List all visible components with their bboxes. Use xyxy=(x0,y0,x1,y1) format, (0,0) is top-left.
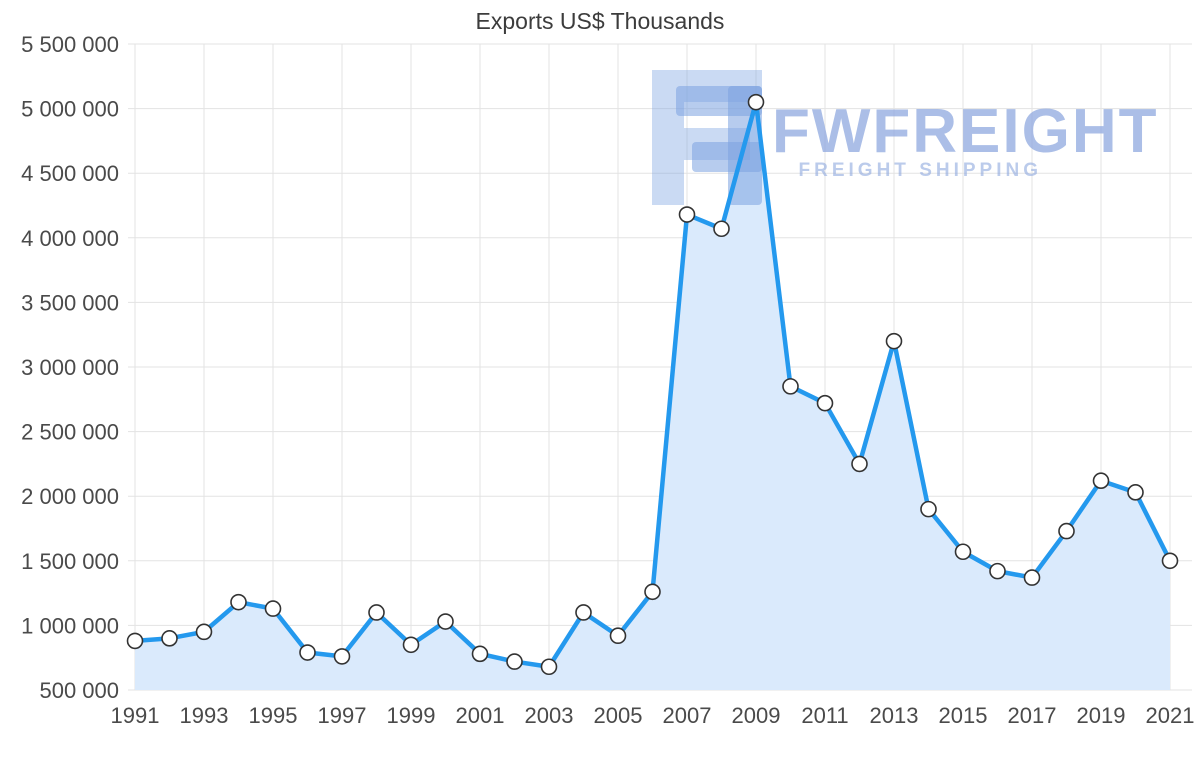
y-tick-label: 3 500 000 xyxy=(21,290,119,315)
data-point xyxy=(506,653,523,670)
data-point xyxy=(264,600,282,617)
y-tick-label: 5 500 000 xyxy=(21,32,119,57)
y-tick-label: 2 000 000 xyxy=(21,484,119,509)
data-point xyxy=(816,394,834,412)
data-point xyxy=(609,627,627,645)
data-point xyxy=(471,645,489,663)
y-tick-label: 4 500 000 xyxy=(21,161,119,186)
data-point xyxy=(575,604,592,621)
x-tick-label: 2013 xyxy=(870,703,919,728)
data-point xyxy=(1058,522,1075,540)
data-point xyxy=(1127,484,1144,501)
data-point xyxy=(368,604,385,621)
data-point xyxy=(1092,472,1110,489)
data-point xyxy=(851,455,868,473)
data-point xyxy=(195,623,213,641)
x-tick-label: 2001 xyxy=(456,703,505,728)
y-tick-label: 4 000 000 xyxy=(21,226,119,251)
brand-logo-front-icon xyxy=(676,86,762,116)
x-tick-label: 1995 xyxy=(249,703,298,728)
data-point xyxy=(782,378,799,395)
y-tick-label: 500 000 xyxy=(39,678,119,703)
y-tick-label: 1 000 000 xyxy=(21,613,119,638)
data-point xyxy=(1161,552,1179,570)
x-tick-label: 1999 xyxy=(387,703,436,728)
x-tick-label: 2007 xyxy=(663,703,712,728)
brand-name: FWFREIGHT xyxy=(772,97,1159,166)
data-point xyxy=(954,543,972,561)
chart-title: Exports US$ Thousands xyxy=(475,8,725,34)
data-point xyxy=(126,632,144,650)
x-tick-label: 2005 xyxy=(594,703,643,728)
data-point xyxy=(402,636,420,654)
data-point xyxy=(230,593,247,611)
x-tick-label: 2021 xyxy=(1146,703,1195,728)
data-point xyxy=(678,206,696,223)
data-point xyxy=(540,658,558,676)
data-point xyxy=(989,562,1006,580)
data-point xyxy=(885,332,903,350)
data-point xyxy=(920,500,937,518)
series-area xyxy=(135,102,1170,690)
data-point xyxy=(713,220,730,238)
brand-tagline: FREIGHT SHIPPING xyxy=(799,160,1042,181)
x-tick-label: 2011 xyxy=(801,703,848,728)
data-point xyxy=(437,613,454,630)
x-tick-label: 1991 xyxy=(111,703,160,728)
data-point xyxy=(333,648,351,665)
data-point xyxy=(161,630,178,647)
x-tick-label: 1997 xyxy=(318,703,367,728)
y-tick-label: 3 000 000 xyxy=(21,355,119,380)
brand-logo-front-icon xyxy=(692,142,762,172)
y-tick-label: 1 500 000 xyxy=(21,549,119,574)
data-point xyxy=(644,583,661,601)
data-point xyxy=(299,644,316,661)
x-tick-label: 2003 xyxy=(525,703,574,728)
x-tick-label: 1993 xyxy=(180,703,229,728)
data-point xyxy=(1023,569,1041,586)
data-point xyxy=(747,93,765,111)
x-tick-label: 2015 xyxy=(939,703,988,728)
x-tick-label: 2019 xyxy=(1077,703,1126,728)
x-tick-label: 2017 xyxy=(1008,703,1057,728)
y-tick-label: 5 000 000 xyxy=(21,97,119,122)
x-tick-label: 2009 xyxy=(732,703,781,728)
y-tick-label: 2 500 000 xyxy=(21,420,119,445)
